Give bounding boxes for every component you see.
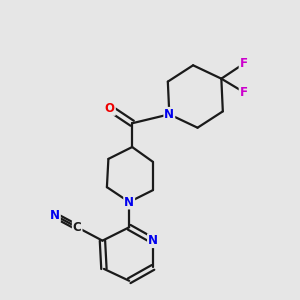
Text: F: F	[240, 57, 248, 70]
Text: N: N	[164, 108, 174, 121]
Text: O: O	[105, 102, 115, 115]
Text: N: N	[50, 209, 60, 222]
Text: F: F	[240, 85, 248, 98]
Text: N: N	[148, 234, 158, 247]
Text: C: C	[73, 221, 82, 234]
Text: N: N	[124, 196, 134, 208]
